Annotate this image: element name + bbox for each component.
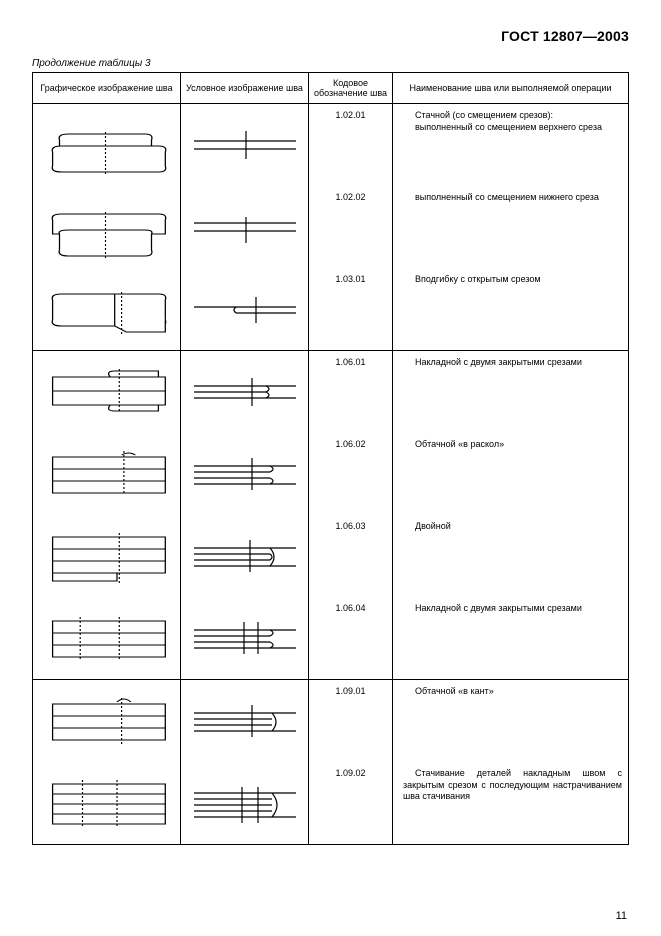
seam-3d-icon [33, 268, 180, 350]
seam-name-text: Накладной с двумя закрытыми срезами [403, 603, 622, 615]
seam-2d-icon [181, 433, 308, 515]
graphic-seam-cell [33, 597, 181, 680]
seam-name-text: Стачивание деталей накладным швом с закр… [403, 768, 622, 803]
header-col4: Наименование шва или выполняемой операци… [393, 73, 629, 104]
header-col3: Кодовое обозначение шва [309, 73, 393, 104]
table-row: 1.09.01 Обтачной «в кант» [33, 680, 629, 763]
seam-2d-icon [181, 597, 308, 679]
seam-3d-icon [33, 597, 180, 679]
seam-2d-icon [181, 186, 308, 268]
table-row: 1.06.03 Двойной [33, 515, 629, 597]
table-row: 1.06.01 Накладной с двумя закрытыми среза… [33, 351, 629, 434]
code-cell: 1.06.02 [309, 433, 393, 515]
seam-3d-icon [33, 351, 180, 433]
table-row: 1.02.02 выполненный со смещением нижнего … [33, 186, 629, 268]
seam-2d-icon [181, 268, 308, 350]
conventional-seam-cell [181, 597, 309, 680]
page: ГОСТ 12807—2003 Продолжение таблицы 3 Гр… [0, 0, 661, 936]
code-cell: 1.06.04 [309, 597, 393, 680]
code-cell: 1.06.01 [309, 351, 393, 434]
seam-2d-icon [181, 680, 308, 762]
name-cell: Накладной с двумя закрытыми срезами [393, 597, 629, 680]
conventional-seam-cell [181, 351, 309, 434]
table-row: 1.02.01Стачной (со смещением срезов):вып… [33, 104, 629, 187]
graphic-seam-cell [33, 104, 181, 187]
seam-name-text: Двойной [403, 521, 622, 533]
seam-3d-icon [33, 515, 180, 597]
seam-name-text: выполненный со смещением верхнего среза [403, 122, 622, 134]
graphic-seam-cell [33, 515, 181, 597]
seam-3d-icon [33, 104, 180, 186]
conventional-seam-cell [181, 186, 309, 268]
table-row: 1.09.02 Стачивание деталей накладным швом… [33, 762, 629, 845]
table-row: 1.06.04 Накладной с двумя закрытыми среза… [33, 597, 629, 680]
name-cell: Обтачной «в кант» [393, 680, 629, 763]
seam-3d-icon [33, 680, 180, 762]
seam-name-text: Обтачной «в кант» [403, 686, 622, 698]
seam-2d-icon [181, 351, 308, 433]
seam-3d-icon [33, 186, 180, 268]
conventional-seam-cell [181, 680, 309, 763]
seam-name-text: Накладной с двумя закрытыми срезами [403, 357, 622, 369]
seam-3d-icon [33, 762, 180, 844]
seam-2d-icon [181, 515, 308, 597]
seam-name-text: Вподгибку с открытым срезом [403, 274, 622, 286]
seam-2d-icon [181, 762, 308, 844]
table-caption: Продолжение таблицы 3 [32, 58, 629, 69]
page-number: 11 [616, 910, 627, 922]
name-cell: выполненный со смещением нижнего среза [393, 186, 629, 268]
graphic-seam-cell [33, 433, 181, 515]
code-cell: 1.03.01 [309, 268, 393, 351]
name-cell: Двойной [393, 515, 629, 597]
code-cell: 1.09.02 [309, 762, 393, 845]
code-cell: 1.09.01 [309, 680, 393, 763]
name-cell: Вподгибку с открытым срезом [393, 268, 629, 351]
code-cell: 1.02.01 [309, 104, 393, 187]
seam-3d-icon [33, 433, 180, 515]
header-col1: Графическое изображение шва [33, 73, 181, 104]
group-header-text: Стачной (со смещением срезов): [403, 110, 622, 122]
conventional-seam-cell [181, 433, 309, 515]
conventional-seam-cell [181, 515, 309, 597]
name-cell: Накладной с двумя закрытыми срезами [393, 351, 629, 434]
graphic-seam-cell [33, 762, 181, 845]
graphic-seam-cell [33, 351, 181, 434]
seam-table: Графическое изображение шва Условное изо… [32, 72, 629, 845]
name-cell: Обтачной «в раскол» [393, 433, 629, 515]
document-id: ГОСТ 12807—2003 [32, 28, 629, 44]
header-col2: Условное изображение шва [181, 73, 309, 104]
conventional-seam-cell [181, 268, 309, 351]
graphic-seam-cell [33, 186, 181, 268]
code-cell: 1.02.02 [309, 186, 393, 268]
table-row: 1.03.01 Вподгибку с открытым срезом [33, 268, 629, 351]
graphic-seam-cell [33, 680, 181, 763]
conventional-seam-cell [181, 762, 309, 845]
name-cell: Стачивание деталей накладным швом с закр… [393, 762, 629, 845]
table-header-row: Графическое изображение шва Условное изо… [33, 73, 629, 104]
graphic-seam-cell [33, 268, 181, 351]
code-cell: 1.06.03 [309, 515, 393, 597]
seam-name-text: Обтачной «в раскол» [403, 439, 622, 451]
seam-2d-icon [181, 104, 308, 186]
seam-name-text: выполненный со смещением нижнего среза [403, 192, 622, 204]
table-row: 1.06.02 Обтачной «в раскол» [33, 433, 629, 515]
name-cell: Стачной (со смещением срезов):выполненны… [393, 104, 629, 187]
conventional-seam-cell [181, 104, 309, 187]
